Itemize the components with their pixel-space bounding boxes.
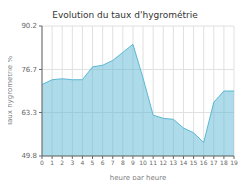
html-text:Evolution du taux d'hygrométri: Evolution du taux d'hygrométrie — [52, 10, 198, 20]
svg-text:18: 18 — [220, 159, 228, 166]
svg-text:19: 19 — [230, 159, 238, 166]
svg-text:4: 4 — [81, 159, 85, 166]
svg-text:3: 3 — [70, 159, 74, 166]
svg-text:14: 14 — [180, 159, 188, 166]
svg-text:10: 10 — [139, 159, 147, 166]
svg-text:5: 5 — [91, 159, 95, 166]
svg-text:6: 6 — [101, 159, 105, 166]
svg-text:2: 2 — [60, 159, 64, 166]
svg-text:9: 9 — [131, 159, 135, 166]
svg-text:13: 13 — [170, 159, 178, 166]
svg-text:11: 11 — [149, 159, 157, 166]
svg-text:Taux hygrométrie %: Taux hygrométrie % — [8, 56, 14, 127]
svg-text:8: 8 — [121, 159, 125, 166]
svg-text:76.7: 76.7 — [21, 66, 37, 74]
svg-text:1: 1 — [50, 159, 54, 166]
svg-text:7: 7 — [111, 159, 115, 166]
svg-text:0: 0 — [40, 159, 44, 166]
svg-text:12: 12 — [159, 159, 167, 166]
svg-text:49.8: 49.8 — [21, 152, 37, 160]
svg-text:17: 17 — [210, 159, 218, 166]
svg-text:90.2: 90.2 — [21, 22, 37, 30]
svg-text:63.3: 63.3 — [21, 109, 37, 117]
svg-text:15: 15 — [190, 159, 198, 166]
svg-text:16: 16 — [200, 159, 208, 166]
svg-text:heure par heure: heure par heure — [110, 174, 166, 180]
